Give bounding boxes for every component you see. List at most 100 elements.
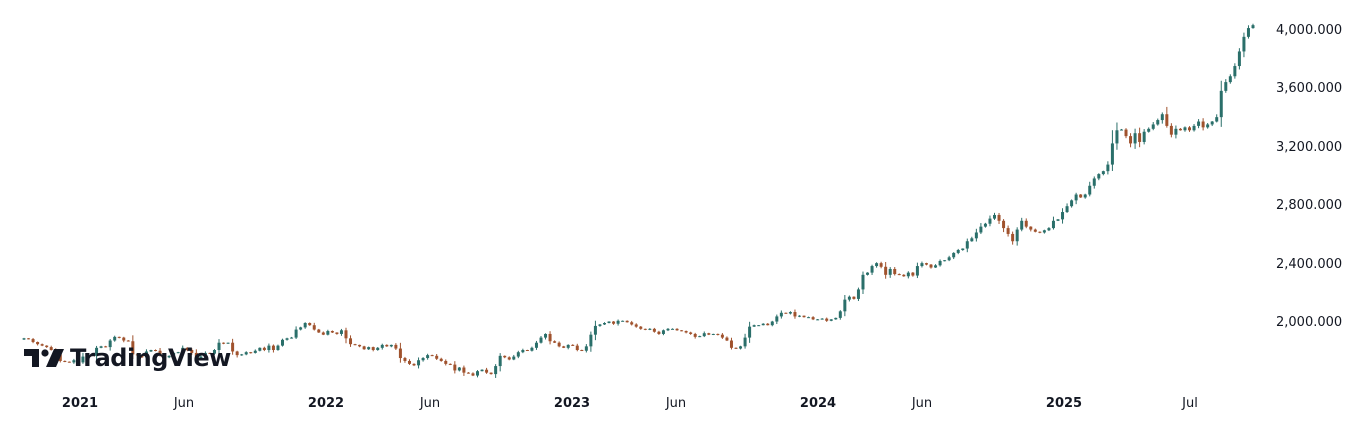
candle-body[interactable] <box>172 352 176 356</box>
candle-body[interactable] <box>335 332 339 334</box>
candle-body[interactable] <box>1228 76 1232 83</box>
candle-body[interactable] <box>553 341 557 343</box>
candle-body[interactable] <box>1188 127 1192 131</box>
candle-body[interactable] <box>294 329 298 338</box>
candle-body[interactable] <box>770 321 774 326</box>
candle-body[interactable] <box>185 347 189 351</box>
candle-body[interactable] <box>974 232 978 239</box>
candle-body[interactable] <box>897 274 901 276</box>
candle-body[interactable] <box>85 355 89 357</box>
candle-body[interactable] <box>72 360 76 363</box>
candle-body[interactable] <box>1215 117 1219 122</box>
candle-body[interactable] <box>716 333 720 335</box>
candle-body[interactable] <box>589 334 593 347</box>
candle-body[interactable] <box>707 333 711 335</box>
candle-body[interactable] <box>1033 229 1037 232</box>
candle-body[interactable] <box>1106 164 1110 172</box>
candle-body[interactable] <box>1151 124 1155 129</box>
candle-body[interactable] <box>1197 121 1201 126</box>
candle-body[interactable] <box>630 322 634 325</box>
candle-body[interactable] <box>684 331 688 333</box>
candle-body[interactable] <box>131 341 135 355</box>
candle-body[interactable] <box>1038 231 1042 233</box>
candle-body[interactable] <box>766 323 770 326</box>
candle-body[interactable] <box>63 360 67 362</box>
candle-body[interactable] <box>671 328 675 330</box>
candle-body[interactable] <box>199 356 203 359</box>
candle-body[interactable] <box>757 325 761 327</box>
candle-body[interactable] <box>176 352 180 354</box>
candle-body[interactable] <box>593 325 597 335</box>
candle-body[interactable] <box>430 355 434 357</box>
candle-body[interactable] <box>444 360 448 364</box>
candle-body[interactable] <box>902 274 906 277</box>
candle-body[interactable] <box>888 268 892 275</box>
candle-body[interactable] <box>40 344 44 346</box>
candle-body[interactable] <box>503 355 507 358</box>
candle-body[interactable] <box>154 350 158 352</box>
candle-body[interactable] <box>743 337 747 347</box>
candle-body[interactable] <box>344 330 348 339</box>
candle-body[interactable] <box>1160 114 1164 121</box>
candle-body[interactable] <box>122 337 126 341</box>
candle-body[interactable] <box>539 337 543 343</box>
candle-body[interactable] <box>1192 125 1196 131</box>
candle-body[interactable] <box>398 348 402 359</box>
candle-body[interactable] <box>739 346 743 349</box>
candle-body[interactable] <box>339 330 343 334</box>
candle-body[interactable] <box>144 351 148 358</box>
candle-body[interactable] <box>67 361 71 363</box>
candle-body[interactable] <box>580 350 584 352</box>
candle-body[interactable] <box>480 369 484 372</box>
candle-body[interactable] <box>820 318 824 320</box>
candle-body[interactable] <box>81 356 85 363</box>
candle-body[interactable] <box>512 356 516 360</box>
candle-body[interactable] <box>412 363 416 366</box>
candle-body[interactable] <box>1097 174 1101 179</box>
candle-body[interactable] <box>893 268 897 275</box>
candle-body[interactable] <box>1206 124 1210 128</box>
candle-body[interactable] <box>947 257 951 261</box>
candle-body[interactable] <box>1142 131 1146 142</box>
candle-body[interactable] <box>1219 90 1223 118</box>
candle-body[interactable] <box>299 327 303 330</box>
candle-body[interactable] <box>353 344 357 346</box>
candle-body[interactable] <box>244 352 248 355</box>
candle-body[interactable] <box>312 325 316 330</box>
candle-body[interactable] <box>471 373 475 376</box>
candle-body[interactable] <box>1065 206 1069 213</box>
candle-body[interactable] <box>979 226 983 233</box>
candle-body[interactable] <box>226 342 230 344</box>
candle-body[interactable] <box>222 342 226 344</box>
candle-body[interactable] <box>856 289 860 299</box>
candle-body[interactable] <box>421 358 425 361</box>
candle-body[interactable] <box>643 328 647 330</box>
candle-body[interactable] <box>1101 171 1105 175</box>
candle-body[interactable] <box>534 342 538 348</box>
candle-body[interactable] <box>734 347 738 349</box>
candle-body[interactable] <box>262 347 266 351</box>
candle-body[interactable] <box>181 347 185 353</box>
candle-body[interactable] <box>698 336 702 338</box>
candle-body[interactable] <box>602 323 606 325</box>
candle-body[interactable] <box>1156 120 1160 125</box>
candle-body[interactable] <box>117 336 121 338</box>
candle-body[interactable] <box>394 344 398 349</box>
candle-body[interactable] <box>258 347 262 351</box>
candle-body[interactable] <box>90 355 94 357</box>
candle-body[interactable] <box>249 352 253 354</box>
candle-body[interactable] <box>725 337 729 341</box>
candle-body[interactable] <box>1110 143 1114 165</box>
candle-body[interactable] <box>544 333 548 338</box>
candle-body[interactable] <box>349 338 353 345</box>
candle-body[interactable] <box>952 252 956 258</box>
candle-body[interactable] <box>389 344 393 347</box>
candle-body[interactable] <box>113 336 117 341</box>
candle-body[interactable] <box>906 272 910 277</box>
candle-body[interactable] <box>1133 133 1137 144</box>
candle-body[interactable] <box>983 223 987 227</box>
candle-body[interactable] <box>847 296 851 300</box>
candle-body[interactable] <box>988 218 992 224</box>
candle-body[interactable] <box>666 328 670 331</box>
